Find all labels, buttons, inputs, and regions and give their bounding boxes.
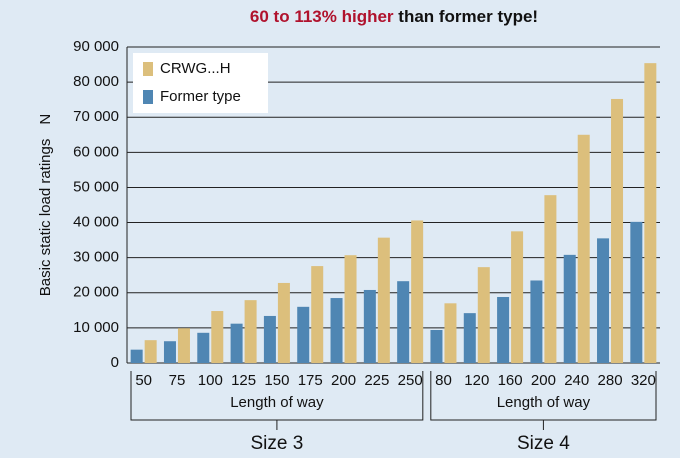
bar: [197, 332, 210, 363]
group-label: Size 3: [251, 433, 304, 454]
bar: [597, 238, 610, 363]
bar: [497, 296, 510, 363]
y-tick-label: 0: [111, 354, 119, 371]
y-tick-label: 10 000: [73, 319, 119, 336]
x-tick-label: 120: [464, 372, 489, 389]
bar: [511, 231, 524, 363]
bar: [163, 341, 176, 363]
x-tick-label: 200: [331, 372, 356, 389]
x-tick-label: 280: [598, 372, 623, 389]
legend-label: Former type: [160, 88, 241, 105]
bar: [377, 237, 390, 363]
y-tick-label: 50 000: [73, 178, 119, 195]
y-tick-label: 90 000: [73, 38, 119, 55]
bar: [630, 221, 643, 363]
bar: [644, 63, 657, 363]
x-tick-label: 225: [364, 372, 389, 389]
x-tick-label: 175: [298, 372, 323, 389]
bar: [330, 298, 343, 363]
bar: [444, 303, 457, 363]
y-tick-label: 60 000: [73, 143, 119, 160]
y-tick-label: 80 000: [73, 73, 119, 90]
bar: [430, 329, 443, 363]
title-highlight: 60 to 113% higher: [250, 7, 394, 26]
title-rest: than former type!: [398, 7, 538, 26]
y-tick-label: 20 000: [73, 284, 119, 301]
legend-swatch: [143, 62, 153, 76]
x-tick-label: 200: [531, 372, 556, 389]
bar: [344, 255, 357, 363]
x-tick-label: 80: [435, 372, 452, 389]
x-tick-label: 320: [631, 372, 656, 389]
x-tick-label: 150: [264, 372, 289, 389]
x-tick-label: 125: [231, 372, 256, 389]
chart-title: 60 to 113% higher than former type!: [250, 7, 538, 26]
y-unit: N: [37, 114, 54, 125]
bar: [477, 267, 490, 363]
bar: [397, 281, 410, 363]
y-label-text: Basic static load ratings: [37, 139, 54, 297]
y-tick-label: 70 000: [73, 108, 119, 125]
bar: [544, 195, 557, 363]
group-label: Size 4: [517, 433, 570, 454]
bar: [463, 313, 476, 363]
legend-label: CRWG...H: [160, 60, 231, 77]
bar: [230, 323, 243, 363]
bar: [297, 306, 310, 363]
x-tick-label: 75: [169, 372, 186, 389]
bar: [577, 134, 590, 363]
bar: [244, 300, 257, 363]
x-tick-label: 50: [135, 372, 152, 389]
bar: [263, 315, 276, 363]
bar: [144, 340, 157, 363]
x-tick-label: 100: [198, 372, 223, 389]
x-tick-label: 160: [498, 372, 523, 389]
legend-swatch: [143, 90, 153, 104]
bar: [563, 254, 576, 363]
y-axis-label: Basic static load ratings N: [37, 114, 54, 296]
x-tick-label: 240: [564, 372, 589, 389]
x-axis-label: Length of way: [497, 394, 591, 411]
y-tick-label: 40 000: [73, 214, 119, 231]
legend-box: [133, 53, 268, 113]
bar: [130, 349, 143, 363]
bar: [277, 282, 290, 363]
bar: [363, 289, 376, 363]
bar: [311, 266, 324, 363]
y-tick-label: 30 000: [73, 249, 119, 266]
bar: [211, 311, 224, 363]
x-tick-label: 250: [398, 372, 423, 389]
bar: [530, 280, 543, 363]
group-bracket: [130, 371, 424, 430]
x-axis-label: Length of way: [230, 394, 324, 411]
bar: [177, 328, 190, 363]
bar: [411, 220, 424, 363]
bar: [611, 98, 624, 363]
group-bracket: [430, 371, 657, 430]
